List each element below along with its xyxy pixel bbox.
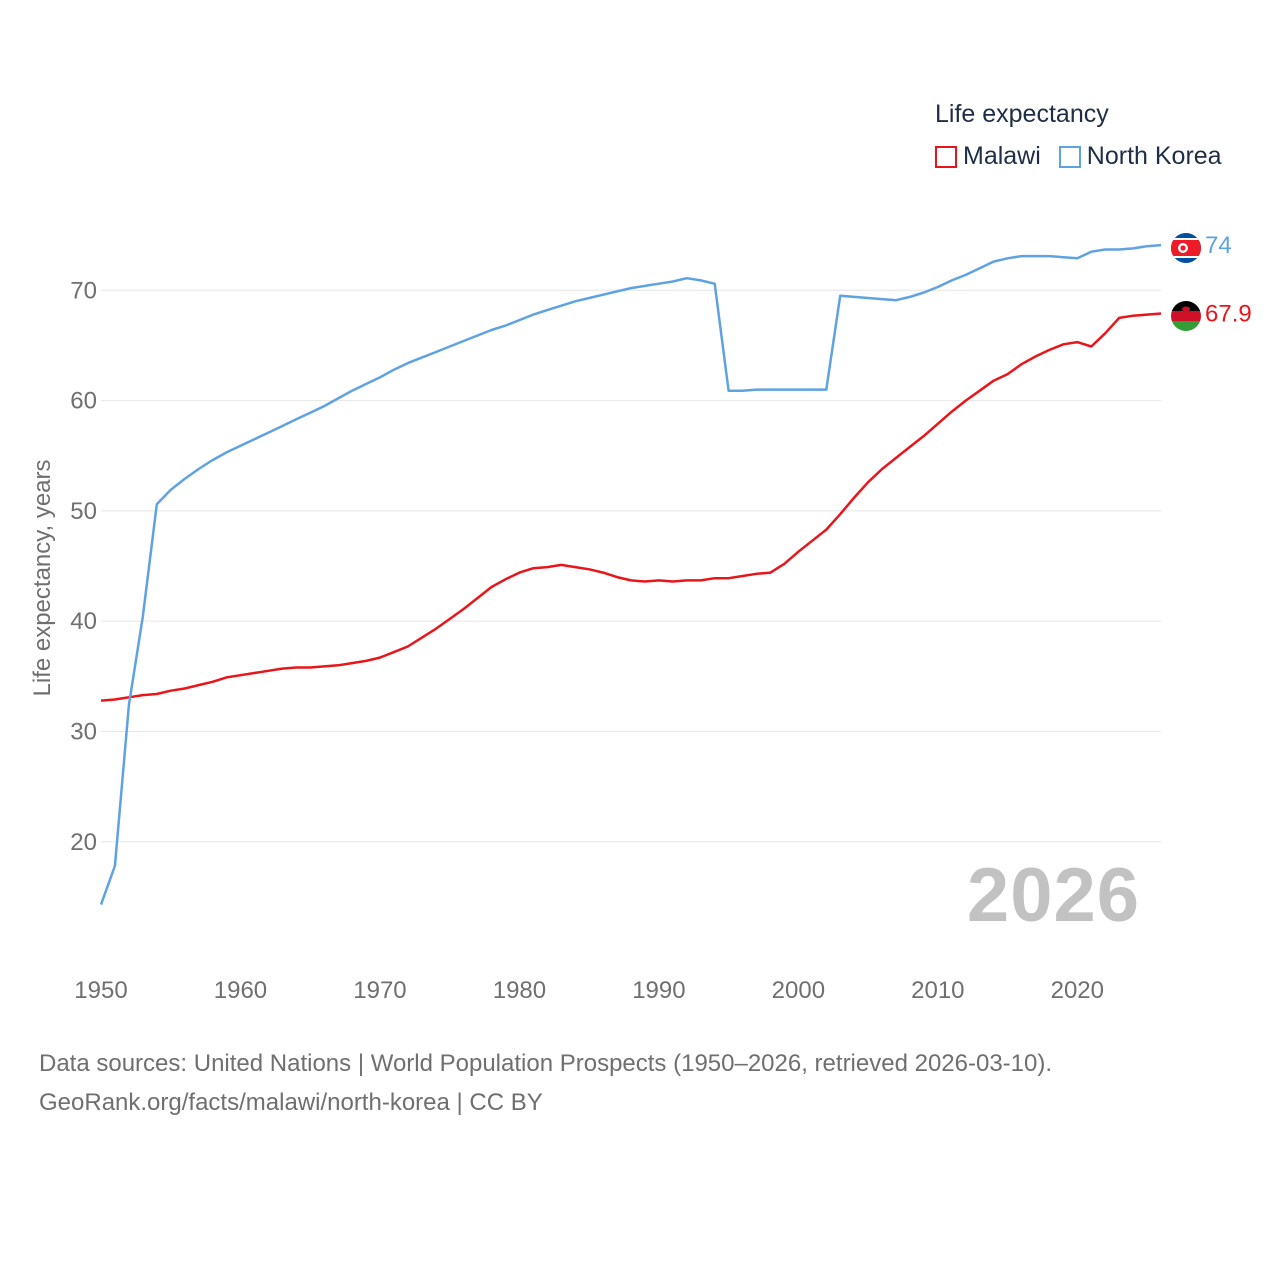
x-tick-label: 1960 bbox=[214, 977, 267, 1004]
x-tick-label: 1970 bbox=[353, 977, 406, 1004]
x-axis-ticks: 1950 1960 1970 1980 1990 2000 2010 2020 bbox=[74, 977, 1104, 1004]
x-tick-label: 1990 bbox=[632, 977, 685, 1004]
gridlines bbox=[101, 289, 1161, 843]
y-axis-label: Life expectancy, years bbox=[29, 459, 56, 696]
y-tick-label: 30 bbox=[70, 718, 97, 745]
x-tick-label: 1980 bbox=[493, 977, 546, 1004]
series-line-malawi[interactable] bbox=[100, 312, 1162, 702]
y-tick-label: 40 bbox=[70, 608, 97, 635]
end-label-north-korea: 74 bbox=[1205, 232, 1232, 259]
malawi-swatch bbox=[935, 145, 957, 168]
x-tick-label: 2000 bbox=[772, 977, 825, 1004]
year-badge: 2026 bbox=[966, 853, 1140, 938]
x-tick-label: 2010 bbox=[911, 977, 964, 1004]
y-tick-label: 60 bbox=[70, 388, 97, 415]
x-tick-label: 1950 bbox=[74, 977, 127, 1004]
end-label-malawi: 67.9 bbox=[1205, 300, 1252, 327]
north-korea-swatch bbox=[1058, 145, 1081, 168]
legend-item-malawi[interactable]: Malawi bbox=[935, 142, 1041, 171]
y-tick-label: 70 bbox=[70, 277, 97, 304]
north-korea-flag-icon bbox=[1171, 233, 1201, 263]
series-lines bbox=[99, 243, 1162, 906]
y-axis-ticks: 20 30 40 50 60 70 bbox=[70, 277, 97, 855]
source-line-1: Data sources: United Nations | World Pop… bbox=[39, 1050, 1053, 1077]
legend: Malawi North Korea bbox=[935, 142, 1240, 171]
y-tick-label: 50 bbox=[70, 498, 97, 525]
malawi-flag-icon bbox=[1171, 301, 1201, 331]
legend-label-north-korea: North Korea bbox=[1086, 142, 1222, 170]
source-note: Data sources: United Nations | World Pop… bbox=[39, 1044, 1052, 1122]
series-line-north-korea[interactable] bbox=[99, 243, 1162, 906]
source-line-2[interactable]: GeoRank.org/facts/malawi/north-korea | C… bbox=[39, 1089, 543, 1116]
end-labels: 67.9 74 bbox=[1205, 232, 1252, 327]
legend-item-north-korea[interactable]: North Korea bbox=[1058, 142, 1222, 171]
x-tick-label: 2020 bbox=[1051, 977, 1104, 1004]
y-tick-label: 20 bbox=[70, 829, 97, 856]
legend-label-malawi: Malawi bbox=[963, 142, 1041, 170]
legend-title: Life expectancy bbox=[935, 100, 1109, 128]
